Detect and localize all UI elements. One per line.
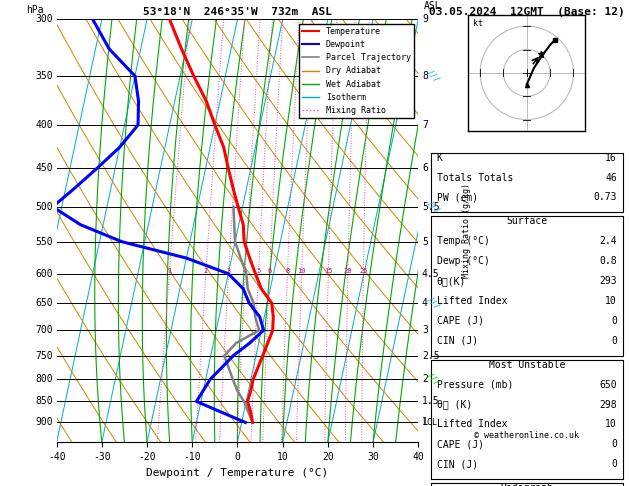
Text: 15: 15: [324, 268, 333, 274]
Text: 350: 350: [35, 71, 53, 81]
Text: 1.5: 1.5: [422, 397, 440, 406]
Text: 650: 650: [35, 298, 53, 308]
Text: 900: 900: [35, 417, 53, 427]
Text: 450: 450: [35, 163, 53, 173]
Text: 20: 20: [343, 268, 352, 274]
Text: 2: 2: [422, 374, 428, 384]
Text: 600: 600: [35, 269, 53, 278]
Text: 10: 10: [605, 419, 617, 430]
Text: 25: 25: [359, 268, 367, 274]
Text: Totals Totals: Totals Totals: [437, 173, 513, 183]
Text: 5.5: 5.5: [422, 202, 440, 212]
Text: CAPE (J): CAPE (J): [437, 439, 484, 449]
Text: 9: 9: [422, 15, 428, 24]
Text: 800: 800: [35, 374, 53, 384]
Text: 8: 8: [286, 268, 289, 274]
Text: 0: 0: [611, 336, 617, 346]
Text: 400: 400: [35, 120, 53, 130]
Text: 0.73: 0.73: [593, 192, 617, 202]
Text: 10: 10: [605, 296, 617, 306]
Text: 3: 3: [422, 325, 428, 335]
Text: θᴇ(K): θᴇ(K): [437, 276, 466, 286]
Text: θᴇ (K): θᴇ (K): [437, 399, 472, 410]
Text: 1: 1: [167, 268, 171, 274]
Text: Surface: Surface: [506, 216, 547, 226]
Text: 03.05.2024  12GMT  (Base: 12): 03.05.2024 12GMT (Base: 12): [429, 7, 625, 17]
X-axis label: Dewpoint / Temperature (°C): Dewpoint / Temperature (°C): [147, 468, 328, 478]
Text: Dewp (°C): Dewp (°C): [437, 256, 489, 266]
Text: 0.8: 0.8: [599, 256, 617, 266]
Text: CIN (J): CIN (J): [437, 336, 478, 346]
Text: 10: 10: [298, 268, 306, 274]
Text: © weatheronline.co.uk: © weatheronline.co.uk: [474, 431, 579, 440]
Text: 0: 0: [611, 316, 617, 326]
Text: 1: 1: [422, 417, 428, 427]
Text: 46: 46: [605, 173, 617, 183]
Text: 298: 298: [599, 399, 617, 410]
Text: Most Unstable: Most Unstable: [489, 360, 565, 370]
Text: ///: ///: [425, 68, 442, 85]
Text: Pressure (mb): Pressure (mb): [437, 380, 513, 390]
Text: 8: 8: [422, 71, 428, 81]
Text: 4: 4: [243, 268, 247, 274]
Text: km
ASL: km ASL: [424, 0, 442, 11]
Text: 0: 0: [611, 459, 617, 469]
Text: 750: 750: [35, 350, 53, 361]
Text: kt: kt: [473, 19, 483, 28]
Text: 6: 6: [267, 268, 272, 274]
Text: Lifted Index: Lifted Index: [437, 296, 507, 306]
Text: Lifted Index: Lifted Index: [437, 419, 507, 430]
Text: hPa: hPa: [26, 5, 44, 15]
Text: 6: 6: [422, 163, 428, 173]
Text: 7: 7: [422, 120, 428, 130]
Text: ///: ///: [425, 371, 442, 388]
Text: K: K: [437, 153, 442, 163]
Text: LCL: LCL: [422, 418, 437, 427]
Text: 2.4: 2.4: [599, 236, 617, 246]
Text: 5: 5: [422, 237, 428, 247]
Text: 850: 850: [35, 397, 53, 406]
Text: Mixing Ratio (g/kg): Mixing Ratio (g/kg): [462, 183, 470, 278]
Text: 4: 4: [422, 298, 428, 308]
Text: 2.5: 2.5: [422, 350, 440, 361]
Text: CAPE (J): CAPE (J): [437, 316, 484, 326]
Text: Hodograph: Hodograph: [500, 483, 554, 486]
Text: 650: 650: [599, 380, 617, 390]
Text: PW (cm): PW (cm): [437, 192, 478, 202]
Text: ///: ///: [425, 198, 442, 215]
Text: 700: 700: [35, 325, 53, 335]
Text: CIN (J): CIN (J): [437, 459, 478, 469]
Legend: Temperature, Dewpoint, Parcel Trajectory, Dry Adiabat, Wet Adiabat, Isotherm, Mi: Temperature, Dewpoint, Parcel Trajectory…: [299, 24, 414, 118]
Text: 550: 550: [35, 237, 53, 247]
Text: 16: 16: [605, 153, 617, 163]
Text: 53°18'N  246°35'W  732m  ASL: 53°18'N 246°35'W 732m ASL: [143, 7, 332, 17]
Text: ///: ///: [425, 295, 442, 312]
Text: 293: 293: [599, 276, 617, 286]
Text: 3: 3: [226, 268, 231, 274]
Text: 0: 0: [611, 439, 617, 449]
Text: 500: 500: [35, 202, 53, 212]
Text: 4.5: 4.5: [422, 269, 440, 278]
Text: 5: 5: [257, 268, 260, 274]
Text: 300: 300: [35, 15, 53, 24]
Text: Temp (°C): Temp (°C): [437, 236, 489, 246]
Text: 2: 2: [204, 268, 208, 274]
